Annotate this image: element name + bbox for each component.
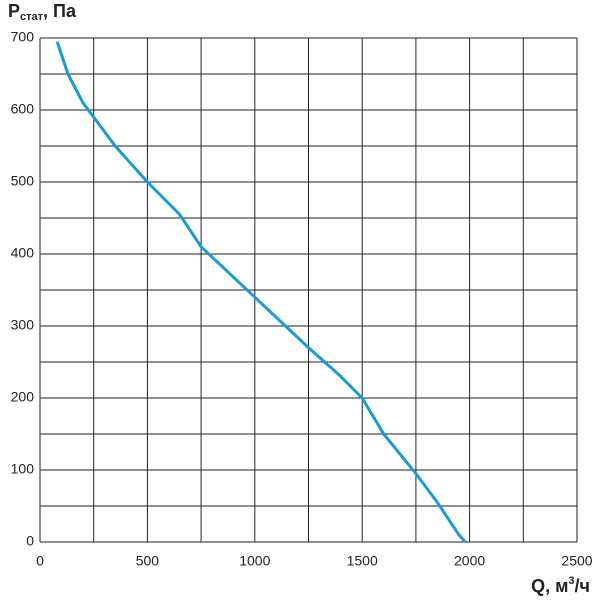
x-tick-label: 1000 (239, 553, 270, 569)
y-tick-label: 300 (11, 317, 35, 333)
x-axis-label: Q, м3/ч (531, 575, 590, 596)
x-label-rest: /ч (575, 576, 590, 596)
y-label-rest: , Па (43, 1, 77, 21)
y-tick-label: 200 (11, 389, 35, 405)
y-tick-label: 400 (11, 245, 35, 261)
y-tick-label: 600 (11, 101, 35, 117)
x-tick-label: 500 (136, 553, 160, 569)
y-label-sub: стат (20, 11, 44, 23)
x-tick-label: 1500 (347, 553, 378, 569)
curve (55, 41, 467, 544)
y-tick-label: 0 (26, 533, 34, 549)
y-label-main: P (8, 1, 20, 21)
x-tick-label: 0 (36, 553, 44, 569)
x-label-sup: 3 (568, 575, 574, 587)
y-tick-label: 700 (11, 29, 35, 45)
y-tick-label: 500 (11, 173, 35, 189)
y-tick-label: 100 (11, 461, 35, 477)
x-tick-label: 2500 (561, 553, 592, 569)
x-tick-label: 2000 (454, 553, 485, 569)
y-axis-label: Pстат, Па (8, 1, 77, 23)
x-label-main: Q, м (531, 576, 568, 596)
